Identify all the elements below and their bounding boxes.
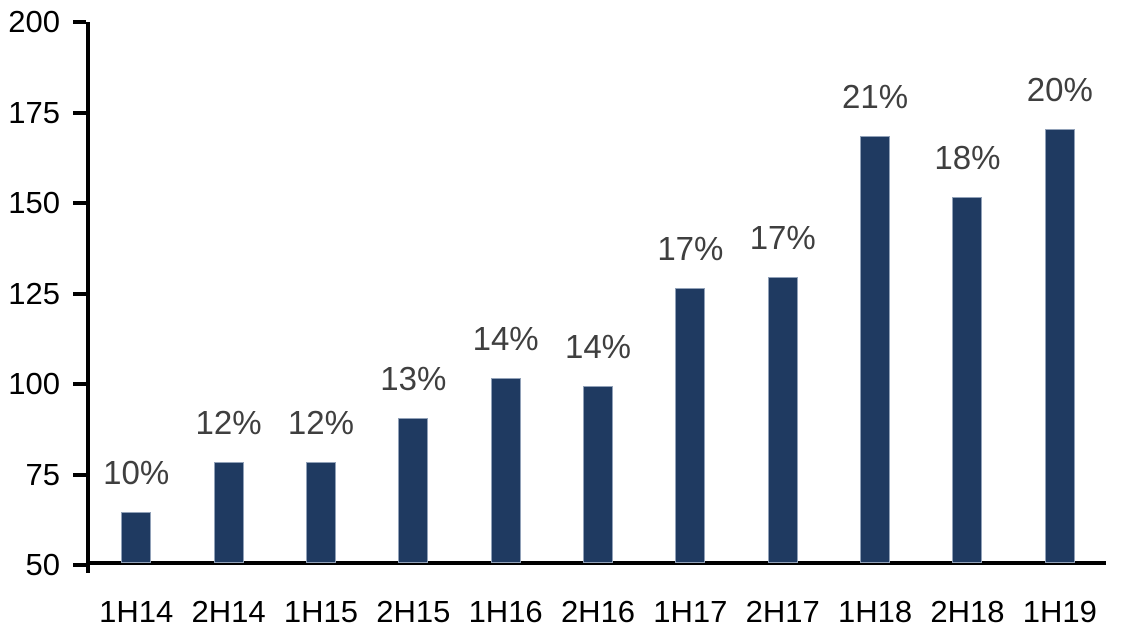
- y-axis-tick-label: 200: [8, 4, 60, 39]
- y-axis-tick: [73, 20, 86, 24]
- bar-data-label: 21%: [842, 77, 909, 115]
- bar-1h14: [121, 512, 152, 563]
- bar-data-label: 14%: [564, 327, 632, 365]
- bar-2h17: [767, 277, 798, 563]
- x-axis-category-label: 1H17: [653, 594, 728, 629]
- y-axis-tick-label: 75: [25, 456, 60, 492]
- y-axis-line: [86, 22, 90, 573]
- bar-1h16: [490, 378, 521, 563]
- y-axis-tick: [73, 110, 86, 115]
- x-axis-line: [86, 561, 1106, 565]
- y-axis-tick-label: 150: [8, 185, 60, 220]
- x-axis-category-label: 1H16: [468, 594, 543, 629]
- y-axis-tick-label: 175: [8, 94, 60, 130]
- x-axis-category-label: 1H19: [1022, 594, 1097, 629]
- bar-data-label: 12%: [195, 403, 262, 441]
- bar-2h15: [398, 418, 429, 563]
- y-axis-tick-label: 125: [8, 275, 60, 311]
- bar-data-label: 13%: [380, 360, 447, 398]
- bar-1h18: [860, 135, 891, 563]
- y-axis-tick: [73, 472, 86, 477]
- x-axis-category-label: 1H14: [99, 594, 174, 629]
- y-axis-tick-label: 50: [25, 547, 60, 582]
- bar-data-label: 20%: [1026, 70, 1093, 108]
- x-axis-category-label: 2H16: [560, 594, 636, 629]
- plot-area: 50 75 100 125 150 175 200 10% 12% 12% 13% 14% 14% 17%…: [8, 5, 1106, 582]
- x-axis-category-label: 1H15: [283, 594, 358, 629]
- bar-data-label: 17%: [749, 219, 816, 257]
- y-axis-tick: [73, 563, 86, 567]
- bar-data-label: 10%: [103, 454, 170, 492]
- y-axis-tick: [73, 201, 86, 205]
- bar-2h18: [952, 197, 983, 563]
- x-axis-category-label: 2H18: [930, 594, 1005, 629]
- x-axis-category-label: 2H15: [376, 594, 451, 629]
- bar-2h14: [213, 461, 244, 563]
- x-axis-category-label: 1H18: [838, 594, 913, 629]
- bar-data-label: 18%: [934, 139, 1001, 177]
- bar-data-label: 12%: [287, 403, 354, 441]
- y-axis-tick: [73, 291, 86, 296]
- x-axis-category-label: 2H14: [191, 594, 266, 629]
- y-axis-tick-label: 100: [8, 366, 60, 401]
- bar-data-label: 14%: [472, 320, 539, 358]
- bar-1h17: [675, 287, 706, 563]
- y-axis-tick: [73, 382, 86, 386]
- bar-data-label: 17%: [657, 229, 724, 267]
- bar-1h15: [305, 461, 336, 563]
- bar-2h16: [583, 385, 613, 563]
- bar-1h19: [1044, 128, 1075, 563]
- x-axis-category-label: 2H17: [745, 594, 820, 629]
